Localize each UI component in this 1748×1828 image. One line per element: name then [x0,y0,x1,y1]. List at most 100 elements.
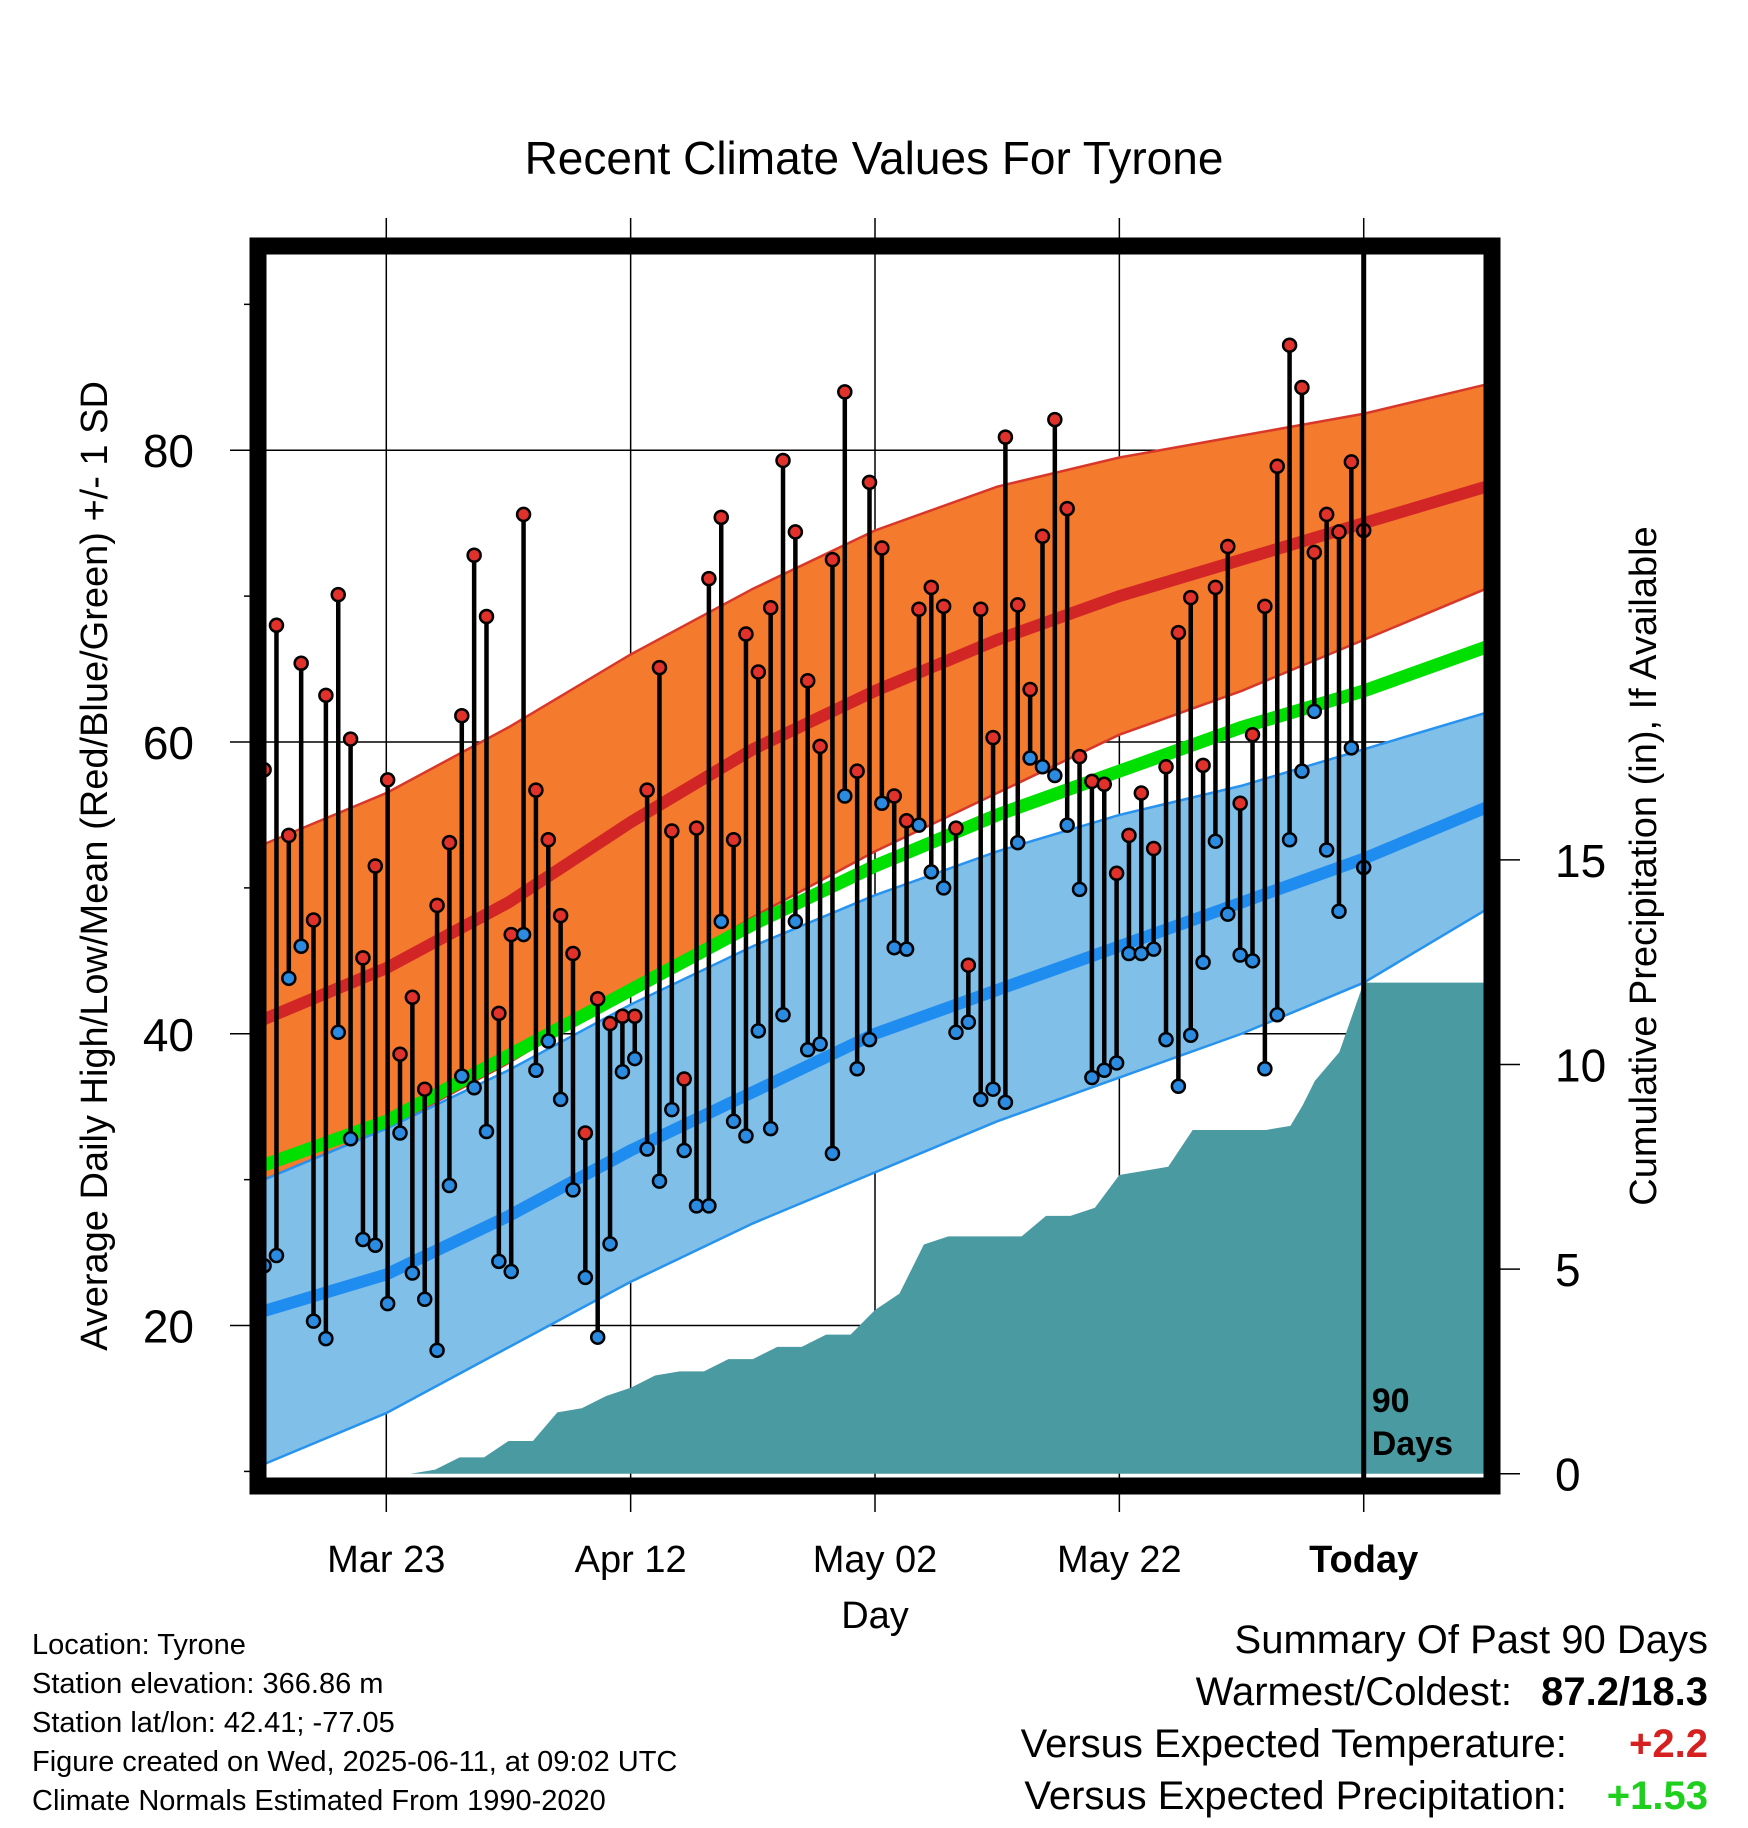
high-point [1170,624,1187,641]
low-point [330,1024,346,1041]
low-point [1294,763,1310,779]
low-point [725,1113,742,1130]
low-point [1182,1027,1199,1043]
low-point [824,1145,841,1162]
high-point [392,1046,408,1062]
low-point [639,1141,655,1157]
high-point [503,926,519,943]
low-point [701,1198,717,1214]
low-point [293,938,309,954]
high-point [342,731,359,747]
high-point [688,820,705,836]
low-point [614,1063,631,1080]
low-point [478,1123,495,1140]
high-point [1195,757,1211,774]
low-point [960,1014,977,1030]
low-point [775,1007,791,1023]
low-point [355,1231,371,1248]
low-point [849,1061,865,1077]
normals-text: Climate Normals Estimated From 1990-2020 [32,1785,606,1817]
low-point [589,1329,606,1345]
low-point [1071,881,1088,898]
low-point [367,1237,384,1254]
created-text: Figure created on Wed, 2025-06-11, at 09… [32,1746,678,1778]
daily-bars [261,345,1366,1351]
high-point [627,1008,643,1025]
station-info: Location: Tyrone Station elevation: 366.… [32,1626,677,1821]
high-point [1096,776,1113,793]
location-text: Location: Tyrone [32,1629,246,1661]
high-point [923,579,940,596]
high-point [589,991,606,1007]
latlon-text: Station lat/lon: 42.41; -77.05 [32,1707,395,1739]
high-point [1121,827,1137,844]
high-point [528,782,544,798]
high-point [441,834,458,851]
low-point [281,970,297,987]
high-point [1047,411,1063,428]
high-point [676,1071,692,1087]
low-point [1108,1055,1125,1071]
low-point [898,941,915,957]
low-point [305,1313,322,1329]
high-point [1182,589,1199,606]
low-point [676,1142,692,1159]
low-point [627,1050,643,1067]
high-point [491,1005,507,1022]
high-point [750,664,767,680]
low-point [416,1291,433,1308]
low-point [837,788,853,804]
y-tick-label: 20 [143,1301,194,1353]
y2-axis-label: Cumulative Precipitation (in), If Availa… [1623,526,1665,1205]
low-point [948,1024,964,1041]
high-point [849,763,865,779]
high-point [268,617,285,634]
high-point [602,1015,618,1032]
high-normal-line [261,480,1488,1025]
high-point [664,823,680,839]
high-point [960,957,977,973]
high-point [355,950,371,966]
low-point [1121,945,1137,962]
high-point [948,820,964,836]
low-point [1220,906,1236,922]
high-point [1158,759,1174,775]
y2-tick-label: 10 [1555,1039,1606,1091]
high-point [997,429,1014,445]
y2-tick-label: 0 [1555,1449,1581,1501]
high-point [466,547,482,564]
high-point [886,788,902,804]
low-point [1244,953,1261,969]
low-point [1195,954,1211,971]
high-point [1306,544,1323,561]
low-point [429,1342,445,1359]
low-point [1331,903,1347,919]
warm-cold-label: Warmest/Coldest: [1195,1670,1513,1714]
low-point [268,1247,285,1264]
high-point [824,551,841,568]
low-point [379,1295,396,1312]
low-point [454,1068,470,1084]
x-tick-label: Apr 12 [575,1539,687,1581]
low-point [1318,842,1335,858]
high-point [1220,538,1236,555]
high-point [540,831,557,848]
x-tick-label: Mar 23 [327,1539,445,1581]
y-axis-label: Average Daily High/Low/Mean (Red/Blue/Gr… [74,381,116,1351]
low-point [1257,1061,1273,1077]
low-point [466,1079,482,1096]
high-point [293,655,309,671]
high-point [614,1008,631,1025]
low-point [738,1128,754,1144]
precip-area-fill [264,982,1486,1474]
low-point [1022,750,1038,766]
high-point [1331,524,1347,540]
low-point [911,817,927,833]
high-point [429,897,445,914]
low-point [1343,740,1360,756]
high-point [416,1081,433,1097]
x-tick-label: Today [1309,1539,1418,1581]
high-point [1343,454,1360,470]
high-point [1108,865,1125,882]
high-point [874,540,890,556]
